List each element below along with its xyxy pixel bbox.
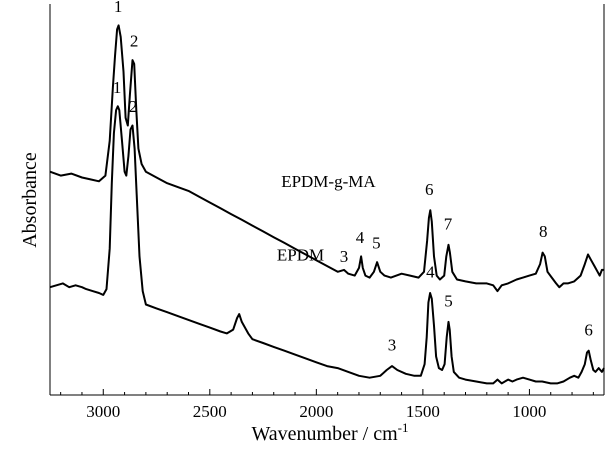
x-tick-label: 1500 bbox=[406, 402, 440, 421]
peak-label: 3 bbox=[340, 247, 349, 266]
peak-label: 5 bbox=[372, 234, 381, 253]
series-label: EPDM bbox=[277, 245, 324, 264]
x-axis-title: Wavenumber / cm-1 bbox=[252, 420, 409, 445]
peak-label: 1 bbox=[114, 0, 123, 16]
x-axis-title-superscript: -1 bbox=[398, 420, 409, 435]
x-tick-label: 3000 bbox=[86, 402, 120, 421]
x-tick-label: 1000 bbox=[512, 402, 546, 421]
peak-label: 8 bbox=[539, 222, 548, 241]
x-axis-title-text: Wavenumber / cm bbox=[252, 423, 399, 445]
x-tick-label: 2000 bbox=[299, 402, 333, 421]
spectra-series bbox=[49, 24, 605, 385]
plot-frame bbox=[49, 4, 605, 396]
series-label: EPDM-g-MA bbox=[281, 172, 376, 191]
peak-label: 4 bbox=[356, 228, 365, 247]
peak-label: 3 bbox=[388, 336, 397, 355]
peak-label: 6 bbox=[425, 180, 434, 199]
peak-label: 5 bbox=[444, 291, 453, 310]
y-axis-title: Absorbance bbox=[19, 152, 41, 248]
series-line-epdm-g-ma bbox=[49, 24, 604, 293]
series-line-epdm bbox=[49, 105, 605, 385]
peak-label: 6 bbox=[584, 320, 593, 339]
peak-label: 2 bbox=[129, 97, 138, 116]
peak-label: 7 bbox=[444, 214, 453, 233]
series-labels: EPDM-g-MA EPDM bbox=[277, 172, 376, 264]
peak-label: 2 bbox=[130, 32, 139, 51]
peak-label: 4 bbox=[426, 263, 435, 282]
x-tick-label: 2500 bbox=[193, 402, 227, 421]
x-axis-ticks: 3000 2500 2000 1500 1000 bbox=[60, 389, 594, 421]
peak-label: 1 bbox=[113, 78, 122, 97]
